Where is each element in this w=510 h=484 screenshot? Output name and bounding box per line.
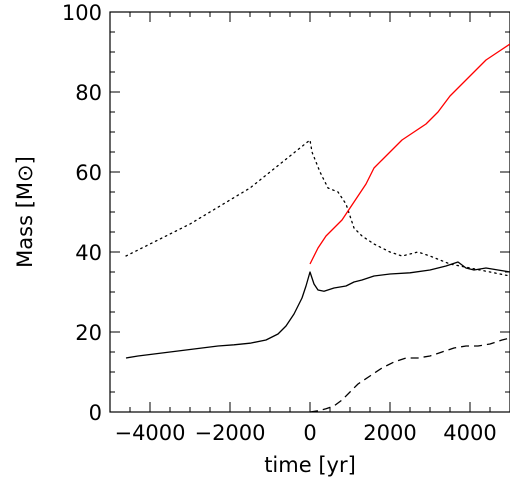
x-axis-ticks: −4000 −2000 0 2000 4000	[109, 12, 510, 445]
x-tick-label: −2000	[194, 421, 265, 445]
y-tick-label: 60	[75, 161, 102, 185]
y-tick-label: 100	[62, 1, 102, 25]
y-tick-label: 80	[75, 81, 102, 105]
y-tick-label: 40	[75, 241, 102, 265]
y-axis-ticks: 0 20 40 60 80 100	[62, 1, 510, 425]
x-tick-label: 2000	[363, 421, 416, 445]
series-line-4	[309, 337, 510, 413]
x-tick-label: 0	[303, 421, 316, 445]
series-line-3	[309, 43, 510, 265]
x-tick-label: −4000	[114, 421, 185, 445]
x-tick-label: 4000	[443, 421, 496, 445]
series-line-1	[125, 139, 510, 277]
series-layer	[125, 43, 510, 413]
y-tick-label: 20	[75, 321, 102, 345]
y-tick-label: 0	[89, 401, 102, 425]
y-axis-title: Mass [M⊙]	[13, 156, 37, 268]
series-line-2	[125, 261, 510, 359]
x-axis-title: time [yr]	[264, 453, 356, 477]
